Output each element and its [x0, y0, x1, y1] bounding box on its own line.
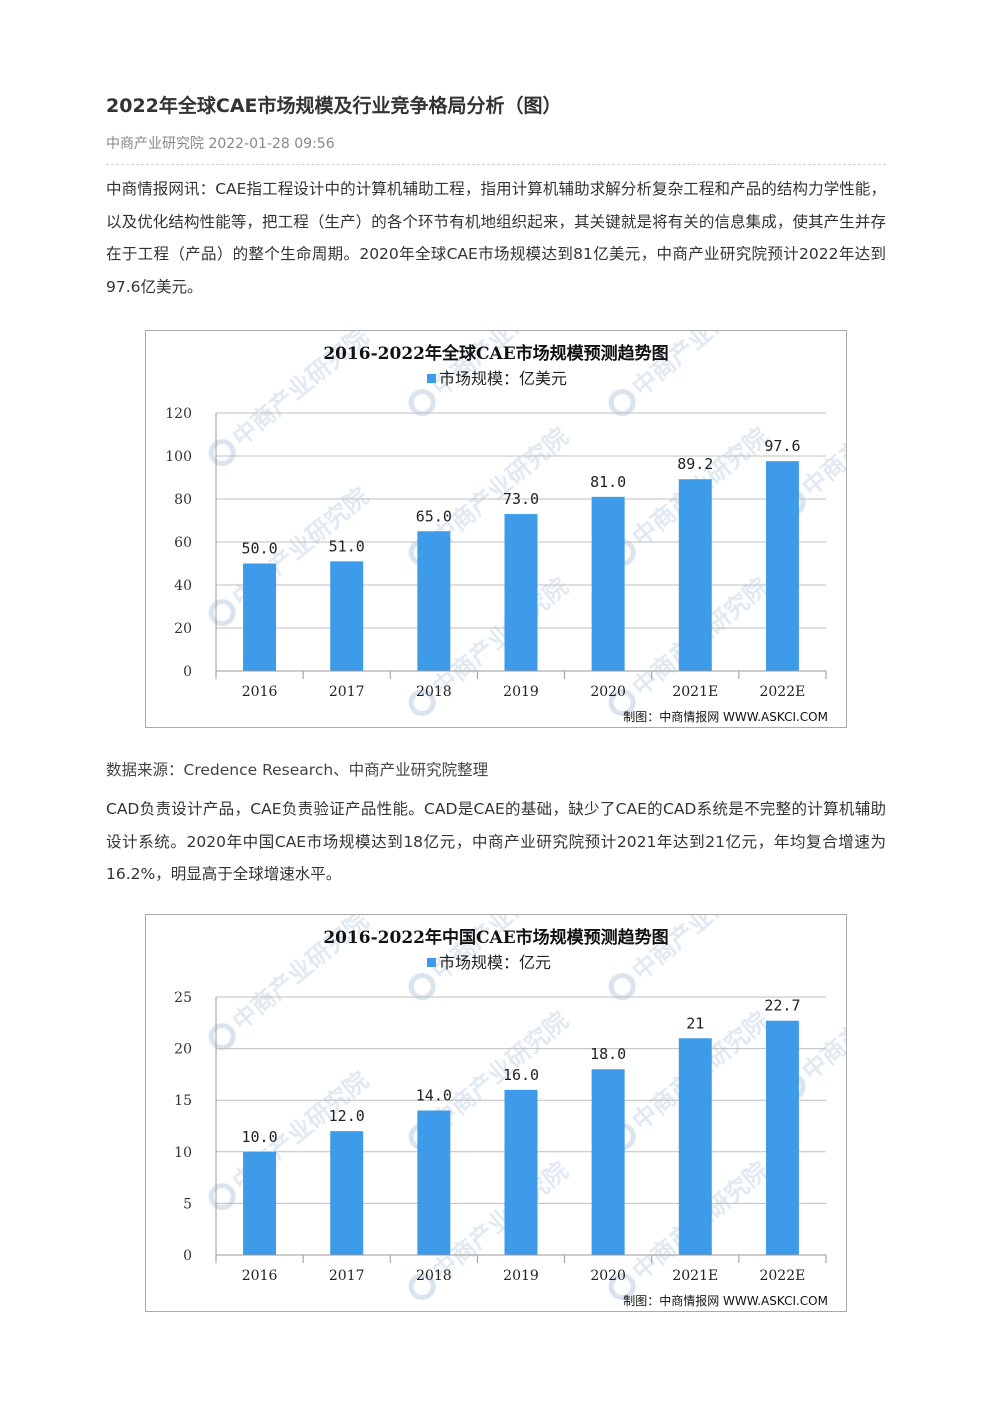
watermark-text: 中商产业研究院: [426, 331, 573, 402]
x-tick-label: 2022E: [759, 684, 805, 700]
y-tick-label: 120: [165, 406, 192, 422]
y-tick-label: 100: [165, 449, 192, 465]
chart-global-cae: 中商产业研究院 中商产业研究院 中商产业研究院 中商产业研究院 中商产业研究院 中商产业研…: [145, 330, 847, 728]
x-tick-label: 2020: [590, 1268, 626, 1284]
y-tick-label: 80: [174, 492, 192, 508]
watermark-logo-icon: [408, 389, 436, 417]
bar: [330, 1131, 364, 1255]
x-tick-label: 2020: [590, 684, 626, 700]
data-label: 50.0: [242, 540, 278, 558]
legend-label: 市场规模：亿元: [439, 953, 551, 972]
watermark-logo-icon: [408, 1273, 436, 1301]
data-label: 14.0: [416, 1087, 452, 1105]
bar: [330, 561, 364, 671]
chart-credit: 制图：中商情报网 WWW.ASKCI.COM: [623, 709, 828, 724]
data-label: 22.7: [764, 997, 800, 1015]
watermark-logo-icon: [608, 1273, 636, 1301]
data-label: 89.2: [677, 455, 713, 473]
bar: [417, 531, 451, 671]
bar: [678, 479, 712, 671]
data-label: 51.0: [329, 537, 365, 555]
chart-china-cae: 中商产业研究院 中商产业研究院 中商产业研究院 中商产业研究院 中商产业研究院 中商产业研…: [145, 914, 847, 1312]
bar: [678, 1038, 712, 1255]
y-tick-label: 20: [174, 1042, 192, 1058]
y-tick-label: 20: [174, 621, 192, 637]
watermark-logo-icon: [408, 689, 436, 717]
x-tick-label: 2019: [503, 1268, 539, 1284]
y-tick-label: 0: [183, 664, 192, 680]
data-label: 18.0: [590, 1045, 626, 1063]
chart-title: 2016-2022年中国CAE市场规模预测趋势图: [323, 927, 668, 948]
watermark-logo-icon: [208, 1023, 236, 1051]
bar: [591, 1069, 625, 1255]
x-tick-label: 2016: [242, 1268, 278, 1284]
watermark-text: 中商产业研究院: [626, 915, 773, 986]
y-tick-label: 15: [174, 1093, 192, 1109]
watermark-logo-icon: [608, 389, 636, 417]
x-tick-label: 2021E: [672, 684, 718, 700]
data-label: 16.0: [503, 1066, 539, 1084]
y-tick-label: 60: [174, 535, 192, 551]
watermark-logo-icon: [608, 973, 636, 1001]
legend-swatch: [427, 958, 436, 967]
y-tick-label: 10: [174, 1145, 192, 1161]
x-tick-label: 2018: [416, 684, 452, 700]
data-label: 10.0: [242, 1128, 278, 1146]
chart-title: 2016-2022年全球CAE市场规模预测趋势图: [323, 343, 668, 364]
bar: [417, 1110, 451, 1255]
x-tick-label: 2017: [329, 1268, 365, 1284]
x-tick-label: 2016: [242, 684, 278, 700]
bar: [243, 563, 277, 671]
divider: [106, 164, 886, 165]
legend-swatch: [427, 374, 436, 383]
x-tick-label: 2022E: [759, 1268, 805, 1284]
bar: [765, 1020, 799, 1255]
data-label: 73.0: [503, 490, 539, 508]
bar: [591, 496, 625, 671]
watermark-logo-icon: [208, 439, 236, 467]
bar: [504, 514, 538, 671]
y-tick-label: 40: [174, 578, 192, 594]
y-tick-label: 0: [183, 1248, 192, 1264]
watermark-text: 中商产业研究院: [796, 372, 846, 502]
bar: [765, 461, 799, 671]
data-source: 数据来源：Credence Research、中商产业研究院整理: [106, 761, 489, 779]
data-label: 12.0: [329, 1107, 365, 1125]
data-label: 65.0: [416, 507, 452, 525]
x-tick-label: 2018: [416, 1268, 452, 1284]
watermark-text: 中商产业研究院: [796, 956, 846, 1086]
watermark-logo-icon: [208, 599, 236, 627]
x-tick-label: 2021E: [672, 1268, 718, 1284]
watermark-text: 中商产业研究院: [626, 331, 773, 402]
y-tick-label: 5: [183, 1196, 192, 1212]
chart-credit: 制图：中商情报网 WWW.ASKCI.COM: [623, 1293, 828, 1308]
bar: [504, 1089, 538, 1255]
watermark-logo-icon: [208, 1183, 236, 1211]
article: 2022年全球CAE市场规模及行业竞争格局分析（图） 中商产业研究院 2022-…: [106, 92, 886, 303]
x-tick-label: 2017: [329, 684, 365, 700]
x-tick-label: 2019: [503, 684, 539, 700]
y-tick-label: 25: [174, 990, 192, 1006]
data-label: 97.6: [764, 437, 800, 455]
article-title: 2022年全球CAE市场规模及行业竞争格局分析（图）: [106, 95, 562, 117]
paragraph-cad: CAD负责设计产品，CAE负责验证产品性能。CAD是CAE的基础，缺少了CAE的…: [106, 800, 886, 883]
watermark-logo-icon: [608, 689, 636, 717]
article-meta: 中商产业研究院 2022-01-28 09:56: [106, 136, 335, 152]
data-label: 81.0: [590, 473, 626, 491]
bar: [243, 1151, 277, 1255]
data-label: 21: [686, 1014, 704, 1032]
paragraph-intro: 中商情报网讯：CAE指工程设计中的计算机辅助工程，指用计算机辅助求解分析复杂工程…: [106, 180, 886, 296]
watermark-text: 中商产业研究院: [426, 915, 573, 986]
watermark-logo-icon: [408, 973, 436, 1001]
legend-label: 市场规模：亿美元: [439, 369, 567, 388]
